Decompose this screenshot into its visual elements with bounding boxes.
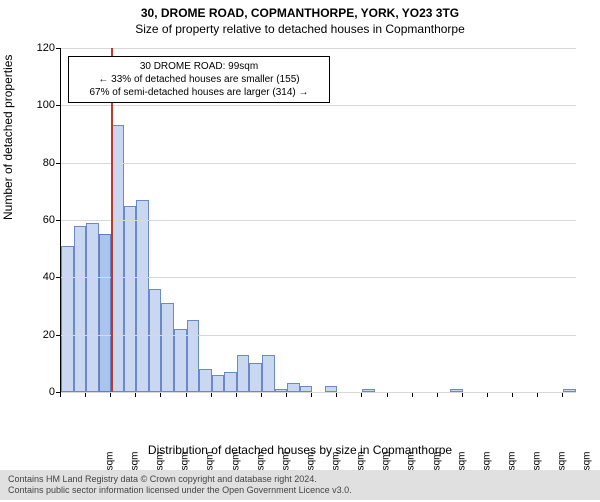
x-tick-mark <box>412 393 413 397</box>
x-tick-mark <box>562 393 563 397</box>
y-tick-mark <box>56 163 60 164</box>
bar <box>212 375 225 392</box>
x-tick-mark <box>160 393 161 397</box>
y-tick-label: 0 <box>15 386 55 398</box>
bar <box>61 246 74 392</box>
x-tick-mark <box>186 393 187 397</box>
y-tick-mark <box>56 48 60 49</box>
annotation-line2: ← 33% of detached houses are smaller (15… <box>75 73 323 86</box>
y-axis-label: Number of detached properties <box>1 55 15 220</box>
x-tick-mark <box>462 393 463 397</box>
x-tick-mark <box>236 393 237 397</box>
x-tick-mark <box>211 393 212 397</box>
x-tick-mark <box>537 393 538 397</box>
bar-highlight <box>99 234 112 392</box>
x-tick-mark <box>60 393 61 397</box>
chart-container: 30, DROME ROAD, COPMANTHORPE, YORK, YO23… <box>0 0 600 500</box>
bar <box>262 355 275 392</box>
gridline <box>61 392 576 393</box>
y-tick-mark <box>56 277 60 278</box>
gridline <box>61 105 576 106</box>
footer: Contains HM Land Registry data © Crown c… <box>0 470 600 500</box>
y-tick-mark <box>56 335 60 336</box>
y-tick-label: 40 <box>15 271 55 283</box>
x-axis-label: Distribution of detached houses by size … <box>0 443 600 457</box>
gridline <box>61 335 576 336</box>
bar <box>161 303 174 392</box>
bar <box>136 200 149 392</box>
x-tick-mark <box>387 393 388 397</box>
bar <box>224 372 237 392</box>
y-tick-label: 20 <box>15 329 55 341</box>
x-tick-mark <box>336 393 337 397</box>
bar <box>237 355 250 392</box>
y-tick-label: 100 <box>15 99 55 111</box>
footer-line1: Contains HM Land Registry data © Crown c… <box>8 474 592 485</box>
y-tick-mark <box>56 220 60 221</box>
bar <box>149 289 162 392</box>
annotation-line1: 30 DROME ROAD: 99sqm <box>75 60 323 73</box>
bar <box>174 329 187 392</box>
bar <box>199 369 212 392</box>
x-tick-mark <box>311 393 312 397</box>
bar <box>187 320 200 392</box>
chart-title-main: 30, DROME ROAD, COPMANTHORPE, YORK, YO23… <box>0 0 600 20</box>
chart-title-sub: Size of property relative to detached ho… <box>0 20 600 36</box>
y-tick-mark <box>56 105 60 106</box>
x-tick-mark <box>135 393 136 397</box>
x-tick-mark <box>437 393 438 397</box>
gridline <box>61 163 576 164</box>
gridline <box>61 220 576 221</box>
x-tick-mark <box>512 393 513 397</box>
bar <box>86 223 99 392</box>
bar <box>74 226 87 392</box>
x-tick-mark <box>261 393 262 397</box>
annotation-line3: 67% of semi-detached houses are larger (… <box>75 86 323 99</box>
y-tick-label: 80 <box>15 157 55 169</box>
x-tick-mark <box>85 393 86 397</box>
footer-line2: Contains public sector information licen… <box>8 485 592 496</box>
bar <box>287 383 300 392</box>
y-tick-label: 120 <box>15 42 55 54</box>
bar <box>249 363 262 392</box>
x-tick-mark <box>110 393 111 397</box>
x-tick-mark <box>487 393 488 397</box>
x-tick-mark <box>286 393 287 397</box>
x-tick-mark <box>361 393 362 397</box>
annotation-box: 30 DROME ROAD: 99sqm ← 33% of detached h… <box>68 56 330 103</box>
gridline <box>61 48 576 49</box>
y-tick-label: 60 <box>15 214 55 226</box>
gridline <box>61 277 576 278</box>
bar <box>124 206 137 392</box>
